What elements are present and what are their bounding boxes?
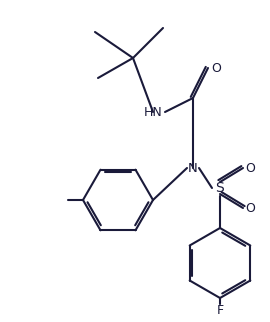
Text: S: S [216,181,224,195]
Text: O: O [211,62,221,74]
Text: HN: HN [144,106,162,118]
Text: F: F [217,304,224,317]
Text: N: N [188,162,198,175]
Text: O: O [245,202,255,214]
Text: O: O [245,162,255,175]
